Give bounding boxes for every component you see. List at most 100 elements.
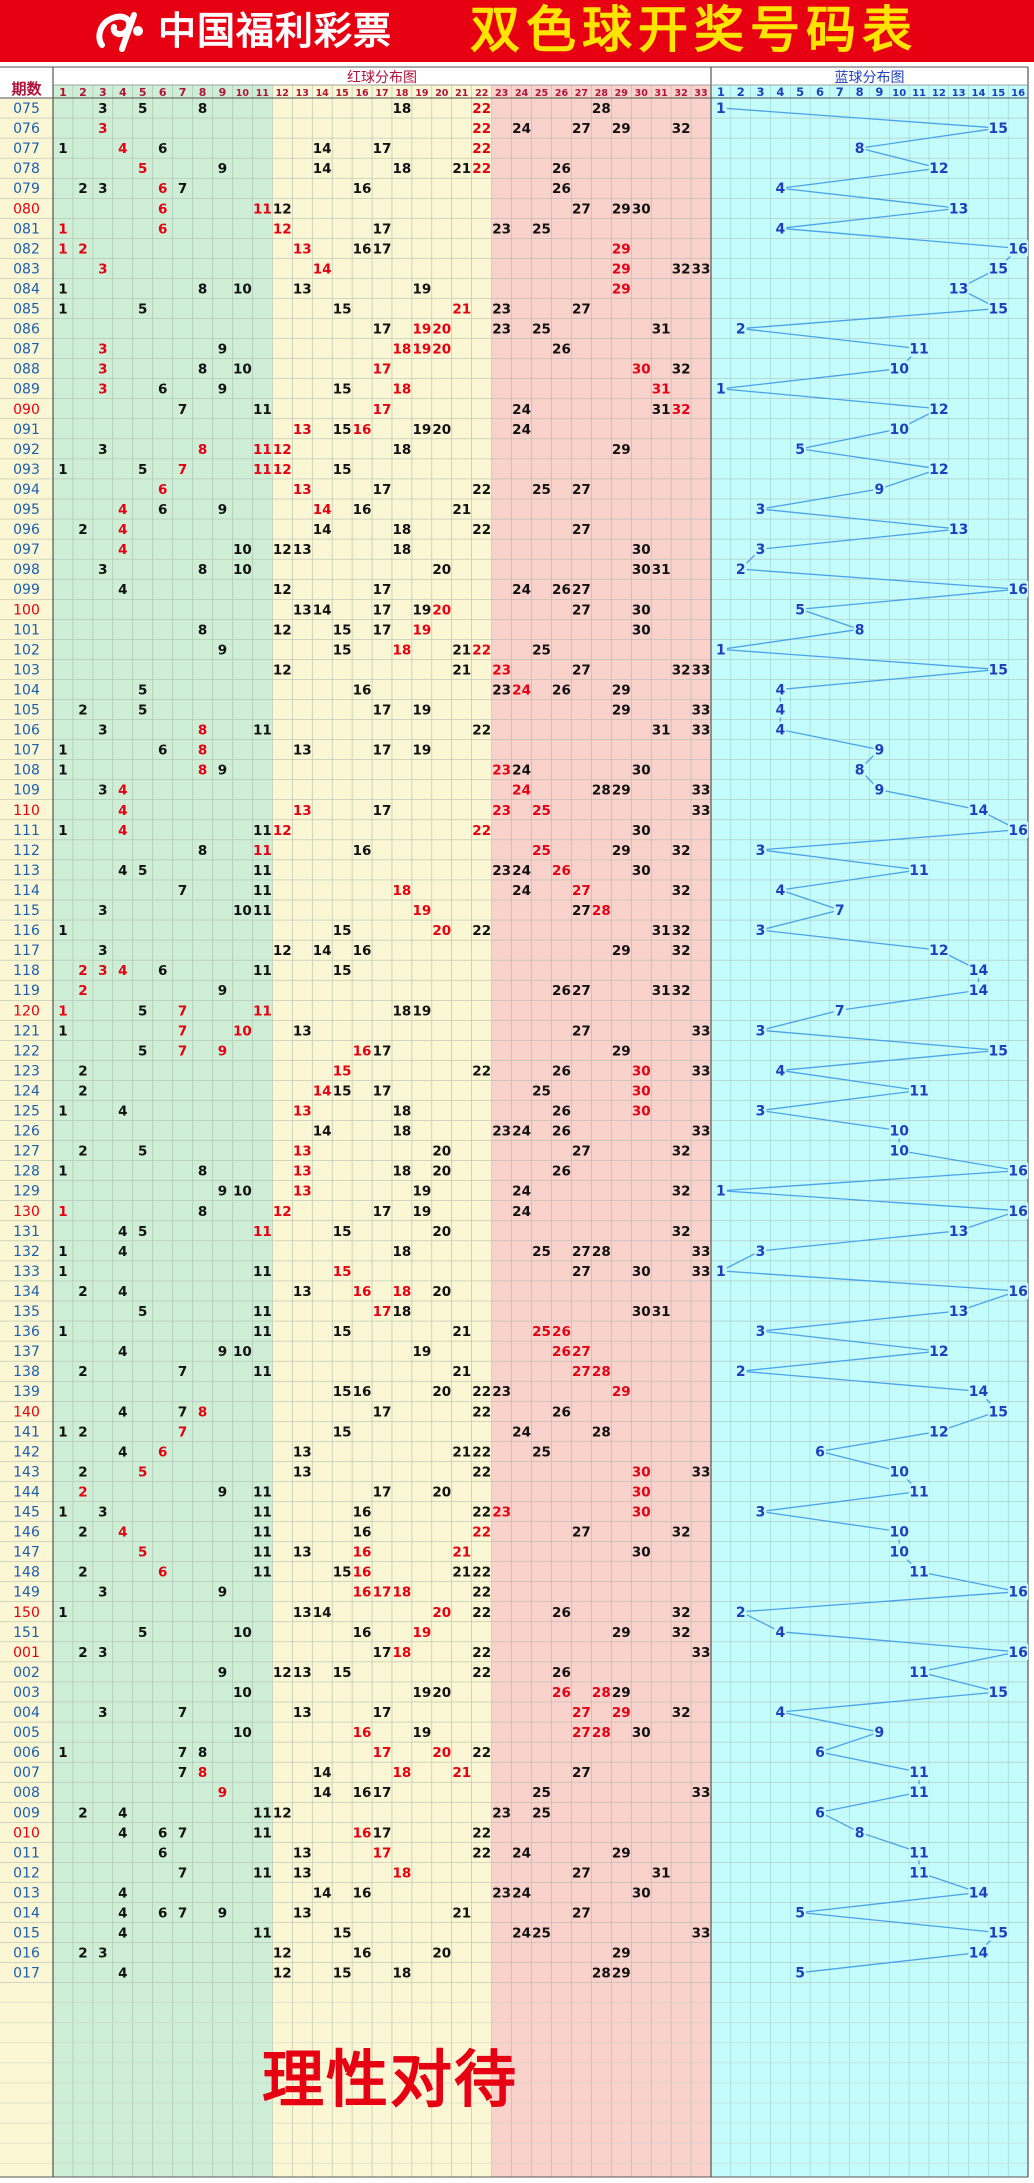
red-ball-number: 2	[78, 1464, 87, 1480]
red-ball-number: 4	[118, 1825, 127, 1841]
red-ball-number: 1	[58, 462, 67, 478]
blue-ball-label-bg	[873, 781, 886, 798]
blue-ball-number: 6	[815, 1805, 825, 1821]
blue-tick-label: 14	[972, 88, 986, 99]
red-ball-number-repeat: 4	[118, 823, 127, 839]
red-ball-number: 15	[333, 1224, 352, 1240]
red-ball-number-repeat: 18	[393, 1585, 412, 1601]
blue-ball-label-bg	[754, 922, 767, 939]
period-label: 077	[13, 141, 40, 157]
red-ball-number: 33	[692, 1645, 711, 1661]
red-ball-number-repeat: 6	[158, 221, 167, 237]
red-ball-number-repeat: 6	[158, 1565, 167, 1581]
red-tick-label: 8	[199, 86, 207, 99]
red-ball-number: 27	[572, 1144, 591, 1160]
red-ball-number: 26	[552, 983, 571, 999]
red-ball-number-repeat: 1	[58, 1204, 67, 1220]
blue-ball-label-bg	[853, 1824, 866, 1841]
red-ball-number: 28	[592, 1966, 611, 1982]
blue-ball-number: 5	[795, 602, 805, 618]
red-ball-number: 30	[632, 1304, 651, 1320]
blue-zone-header: 蓝球分布图	[835, 70, 905, 86]
red-ball-number: 26	[552, 682, 571, 698]
red-ball-number: 1	[58, 763, 67, 779]
red-ball-number: 20	[432, 1384, 451, 1400]
red-ball-number: 32	[672, 923, 691, 939]
blue-ball-number: 4	[775, 181, 785, 197]
red-ball-number: 1	[58, 743, 67, 759]
blue-ball-number: 1	[716, 101, 726, 117]
red-ball-number: 13	[293, 1605, 312, 1621]
red-tick-label: 21	[455, 88, 468, 99]
period-label: 101	[13, 622, 40, 638]
red-ball-number-repeat: 16	[353, 1043, 372, 1059]
blue-ball-number: 14	[969, 963, 989, 979]
blue-ball-number: 1	[716, 1264, 726, 1280]
blue-ball-number: 4	[775, 883, 785, 899]
red-ball-number: 13	[293, 1284, 312, 1300]
red-ball-number: 19	[412, 422, 431, 438]
red-ball-number-repeat: 4	[118, 502, 127, 518]
blue-ball-label-bg	[813, 1804, 826, 1821]
red-ball-number-repeat: 12	[273, 1204, 292, 1220]
blue-tick-label: 6	[816, 85, 824, 99]
red-ball-number-repeat: 30	[632, 1484, 651, 1500]
blue-ball-number: 16	[1008, 582, 1027, 598]
period-label: 007	[13, 1765, 40, 1781]
period-label: 150	[13, 1605, 40, 1621]
red-ball-number: 28	[592, 101, 611, 117]
red-ball-number-repeat: 30	[632, 1104, 651, 1120]
red-ball-number-repeat: 11	[253, 462, 272, 478]
blue-ball-number: 14	[969, 983, 989, 999]
red-ball-number-repeat: 17	[373, 1845, 392, 1861]
period-label: 075	[13, 101, 40, 117]
blue-ball-number: 6	[815, 1444, 825, 1460]
red-ball-number: 18	[393, 1304, 412, 1320]
red-ball-number: 25	[532, 221, 551, 237]
blue-ball-label-bg	[1008, 821, 1029, 838]
red-ball-number: 17	[373, 743, 392, 759]
red-ball-number: 26	[552, 1605, 571, 1621]
red-ball-number: 25	[532, 642, 551, 658]
blue-ball-label-bg	[774, 1623, 787, 1640]
red-ball-number-repeat: 6	[158, 1444, 167, 1460]
red-ball-number: 21	[452, 1565, 471, 1581]
red-ball-number: 14	[313, 1605, 332, 1621]
red-ball-number: 27	[572, 1765, 591, 1781]
period-label: 017	[13, 1966, 40, 1982]
blue-ball-label-bg	[734, 1603, 747, 1620]
red-ball-number: 16	[353, 1525, 372, 1541]
red-ball-number: 17	[373, 1785, 392, 1801]
red-ball-number-repeat: 5	[138, 1464, 147, 1480]
red-ball-number: 25	[532, 1785, 551, 1801]
red-ball-number: 29	[612, 121, 631, 137]
red-ball-number-repeat: 15	[333, 1264, 352, 1280]
red-ball-number: 19	[412, 602, 431, 618]
red-ball-number: 2	[78, 181, 87, 197]
red-tick-label: 7	[179, 86, 187, 99]
period-label: 116	[13, 923, 40, 939]
red-ball-number: 9	[218, 502, 227, 518]
blue-ball-trend-line	[718, 107, 1021, 1974]
blue-ball-label-bg	[928, 1423, 949, 1440]
red-ball-number: 14	[313, 141, 332, 157]
red-ball-number: 15	[333, 1966, 352, 1982]
red-ball-number-repeat: 30	[632, 1464, 651, 1480]
period-label: 093	[13, 462, 40, 478]
blue-ball-label-bg	[968, 1383, 989, 1400]
red-ball-number: 13	[293, 1705, 312, 1721]
period-label: 005	[13, 1725, 40, 1741]
blue-ball-number: 3	[756, 1505, 766, 1521]
red-ball-number: 6	[158, 963, 167, 979]
red-ball-number-repeat: 4	[118, 141, 127, 157]
red-ball-number: 11	[253, 863, 272, 879]
red-ball-number: 27	[572, 582, 591, 598]
red-ball-number-repeat: 2	[78, 963, 87, 979]
red-ball-number: 16	[353, 1384, 372, 1400]
period-label: 111	[13, 823, 40, 839]
blue-ball-number: 10	[889, 1525, 909, 1541]
red-ball-number: 14	[313, 1124, 332, 1140]
blue-ball-number: 3	[756, 1324, 766, 1340]
blue-ball-number: 3	[756, 502, 766, 518]
red-ball-number: 14	[313, 602, 332, 618]
